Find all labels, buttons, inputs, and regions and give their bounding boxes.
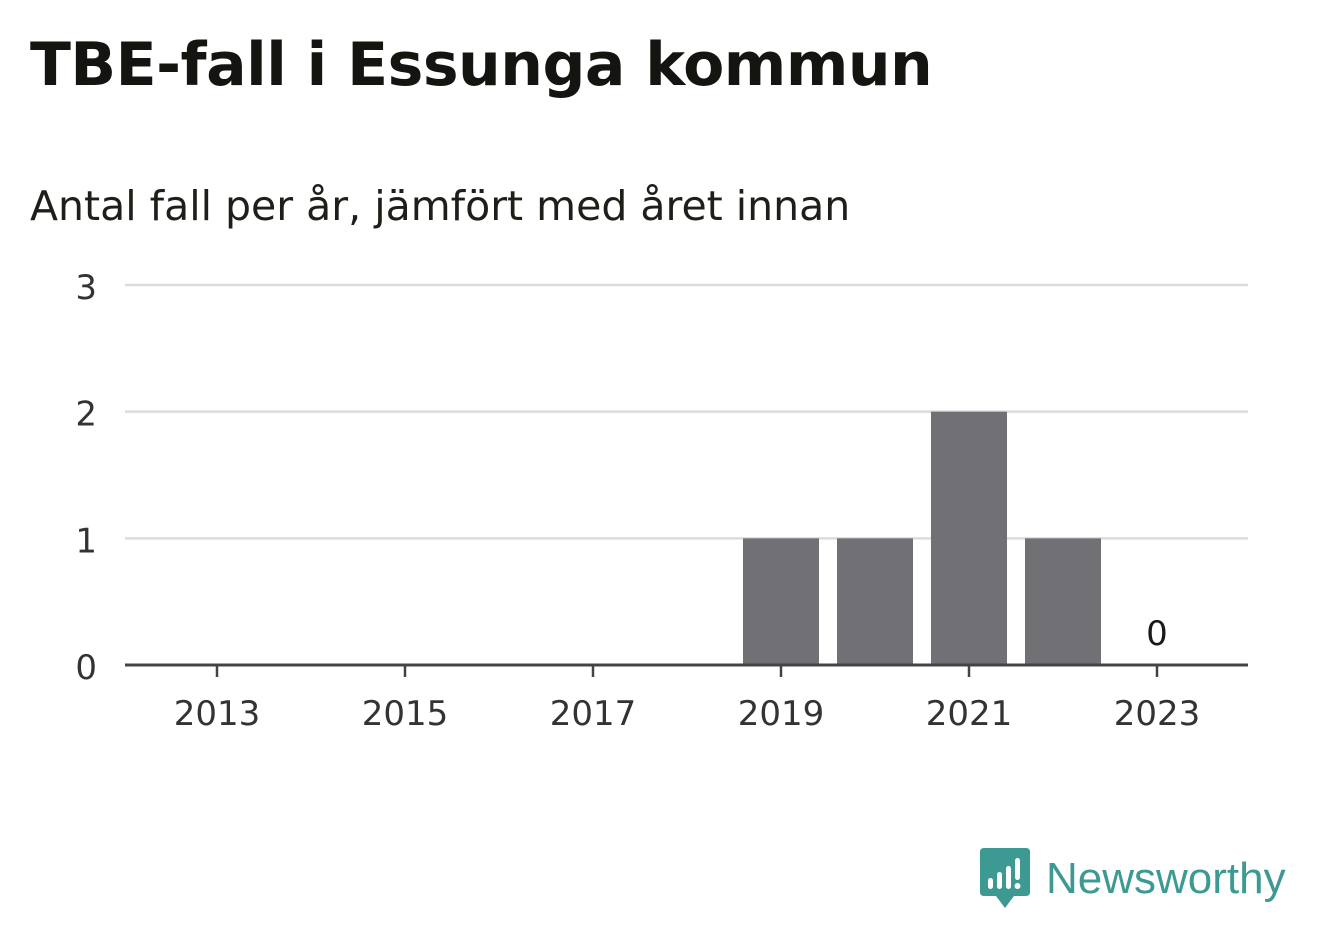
y-tick-label: 0 bbox=[75, 648, 97, 688]
x-tick-label: 2017 bbox=[550, 694, 637, 734]
brand-name: Newsworthy bbox=[1046, 854, 1286, 903]
y-tick-label: 3 bbox=[75, 268, 97, 308]
y-tick-label: 1 bbox=[75, 521, 97, 561]
x-tick-label: 2015 bbox=[362, 694, 449, 734]
newsworthy-logo-icon bbox=[980, 848, 1030, 908]
bar-2020 bbox=[837, 538, 913, 665]
x-tick-label: 2023 bbox=[1114, 694, 1201, 734]
chart-title: TBE-fall i Essunga kommun bbox=[30, 30, 933, 100]
bar-2022 bbox=[1025, 538, 1101, 665]
chart-subtitle: Antal fall per år, jämfört med året inna… bbox=[30, 182, 851, 230]
x-tick-label: 2019 bbox=[738, 694, 825, 734]
x-tick-label: 2021 bbox=[926, 694, 1013, 734]
data-label-2023: 0 bbox=[1146, 614, 1168, 654]
bar-2021 bbox=[931, 411, 1007, 665]
y-tick-label: 2 bbox=[75, 395, 97, 435]
newsworthy-logo: Newsworthy bbox=[980, 848, 1286, 910]
x-tick-label: 2013 bbox=[174, 694, 261, 734]
bar-2019 bbox=[743, 538, 819, 665]
